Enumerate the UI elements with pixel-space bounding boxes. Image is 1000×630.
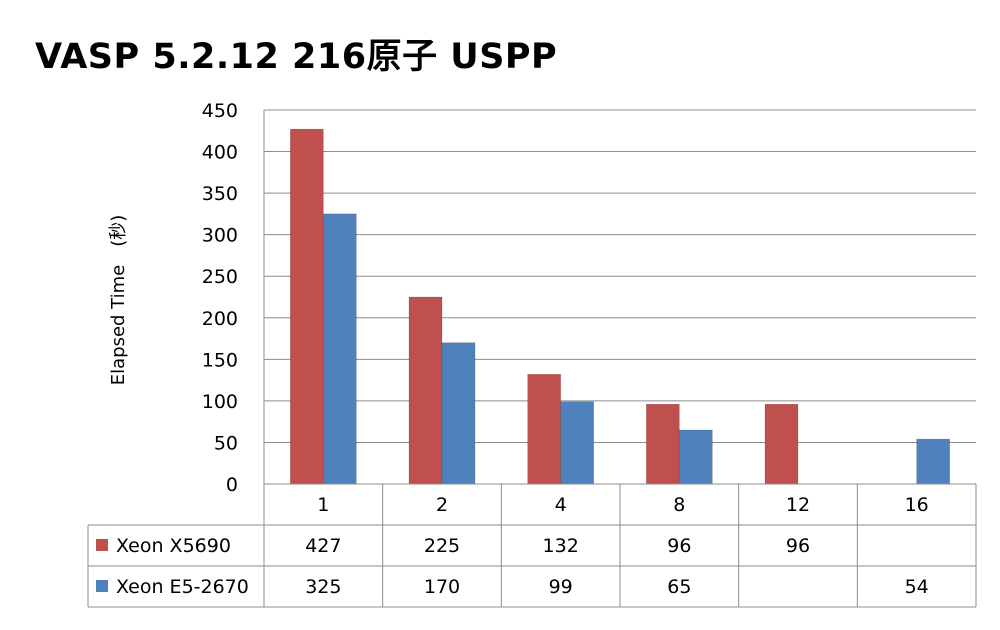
x-tick-label: 8 — [673, 494, 685, 516]
y-tick-label: 50 — [214, 432, 238, 454]
data-label: 54 — [905, 576, 929, 598]
x-tick-label: 4 — [555, 494, 567, 516]
bar-xeon-e5-2670-1 — [323, 213, 357, 485]
y-tick-label: 400 — [202, 142, 238, 164]
data-label: 65 — [667, 576, 691, 598]
bar-xeon-e5-2670-8 — [679, 429, 713, 485]
data-label: 325 — [305, 576, 341, 598]
y-tick-label: 0 — [226, 474, 238, 496]
data-label: 96 — [667, 535, 691, 557]
y-tick-label: 100 — [202, 391, 238, 413]
data-label: 170 — [424, 576, 460, 598]
legend-label: Xeon X5690 — [116, 535, 231, 557]
bar-xeon-x5690-1 — [290, 128, 324, 485]
y-tick-label: 350 — [202, 183, 238, 205]
y-tick-label: 200 — [202, 308, 238, 330]
legend-label: Xeon E5-2670 — [116, 576, 249, 598]
chart-title: VASP 5.2.12 216原子 USPP — [35, 37, 558, 77]
data-label: 132 — [543, 535, 579, 557]
data-label: 427 — [305, 535, 341, 557]
bar-xeon-e5-2670-4 — [560, 401, 594, 485]
data-label: 225 — [424, 535, 460, 557]
data-label: 96 — [786, 535, 810, 557]
legend-swatch — [96, 580, 108, 592]
gridlines — [263, 109, 976, 485]
legend-swatch — [96, 539, 108, 551]
y-axis-ticks: 0 50 100 150 200 250 300 350 400 450 — [202, 100, 238, 496]
x-tick-label: 1 — [317, 494, 329, 516]
bar-xeon-x5690-8 — [646, 403, 680, 485]
bar-xeon-x5690-2 — [408, 296, 443, 485]
x-tick-label: 12 — [786, 494, 810, 516]
bar-xeon-x5690-12 — [764, 403, 799, 485]
y-tick-label: 300 — [202, 225, 238, 247]
y-axis-label: Elapsed Time (秒) — [108, 215, 129, 386]
data-label: 99 — [549, 576, 573, 598]
x-tick-label: 2 — [436, 494, 448, 516]
bar-xeon-e5-2670-2 — [441, 342, 476, 485]
y-tick-label: 150 — [202, 349, 238, 371]
bar-xeon-x5690-4 — [527, 374, 561, 485]
y-tick-label: 450 — [202, 100, 238, 122]
bars — [290, 128, 950, 485]
y-tick-label: 250 — [202, 266, 238, 288]
bar-xeon-e5-2670-16 — [916, 438, 950, 485]
x-tick-label: 16 — [905, 494, 929, 516]
